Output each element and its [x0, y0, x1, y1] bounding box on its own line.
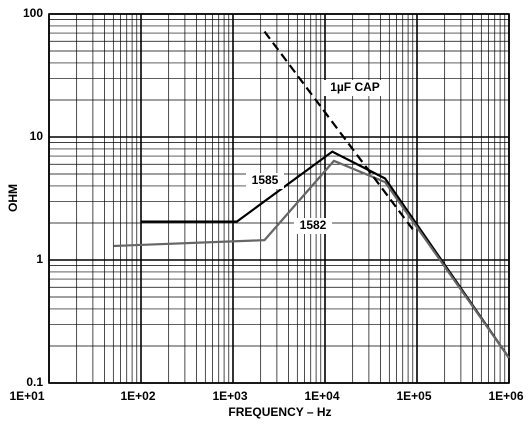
- y-tick-label: 10: [30, 129, 44, 143]
- y-tick-label: 100: [23, 6, 43, 20]
- x-tick-label: 1E+06: [488, 389, 523, 403]
- x-tick-label: 1E+03: [212, 389, 247, 403]
- series-line: [113, 159, 510, 359]
- series-line: [141, 150, 510, 359]
- series-label: 1585: [252, 173, 279, 187]
- series-label: 1582: [300, 218, 327, 232]
- label-bg: [294, 218, 332, 234]
- x-tick-label: 1E+05: [396, 389, 431, 403]
- label-bg: [324, 80, 386, 96]
- y-axis-label: OHM: [6, 184, 20, 212]
- y-tick-label: 1: [36, 252, 43, 266]
- x-axis-label: FREQUENCY – Hz: [228, 405, 331, 419]
- plot-frame: [48, 13, 510, 384]
- x-tick-label: 1E+01: [9, 389, 44, 403]
- series-label: 1µF CAP: [330, 80, 380, 94]
- y-tick-label: 0.1: [26, 375, 43, 389]
- label-bg: [246, 173, 284, 189]
- x-tick-label: 1E+02: [120, 389, 155, 403]
- x-tick-label: 1E+04: [304, 389, 339, 403]
